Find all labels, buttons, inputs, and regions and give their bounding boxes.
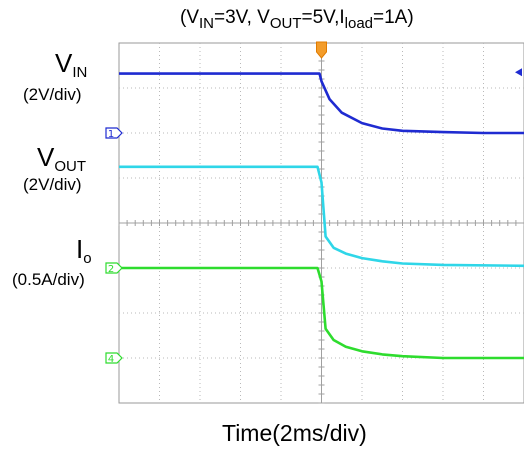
- io-label: Io: [76, 234, 92, 267]
- vout-label: VOUT: [37, 142, 87, 175]
- io-trace: [119, 266, 524, 360]
- scope-grid: [118, 42, 524, 404]
- extra-channel-marker: 4: [105, 352, 123, 365]
- extra-channel-marker-shape: [105, 352, 123, 364]
- extra-channel-marker-text: 4: [108, 354, 114, 365]
- level-arrow-icon: [515, 68, 522, 77]
- scope-markers: 1 2 4: [105, 41, 522, 365]
- io-scale-label: (0.5A/div): [12, 270, 85, 289]
- vin-channel-marker: 1: [105, 127, 123, 140]
- io-channel-marker: 2: [105, 262, 123, 275]
- vin-channel-marker-text: 1: [108, 129, 114, 140]
- trigger-shape: [316, 41, 327, 59]
- vout-scale-label: (2V/div): [23, 175, 82, 194]
- io-channel-marker-text: 2: [108, 264, 114, 275]
- vin-label: VIN: [55, 48, 88, 81]
- vin-scale-label: (2V/div): [23, 85, 82, 104]
- vout-trace: [119, 165, 524, 268]
- vin-channel-marker-shape: [105, 127, 123, 139]
- trigger-marker: [316, 41, 327, 59]
- x-axis-label: Time(2ms/div): [222, 420, 367, 446]
- io-channel-marker-shape: [105, 262, 123, 274]
- chart-title: (VIN=3V, VOUT=5V,Iload=1A): [180, 7, 414, 32]
- scope-traces: [119, 72, 524, 360]
- vin-trace: [119, 72, 524, 135]
